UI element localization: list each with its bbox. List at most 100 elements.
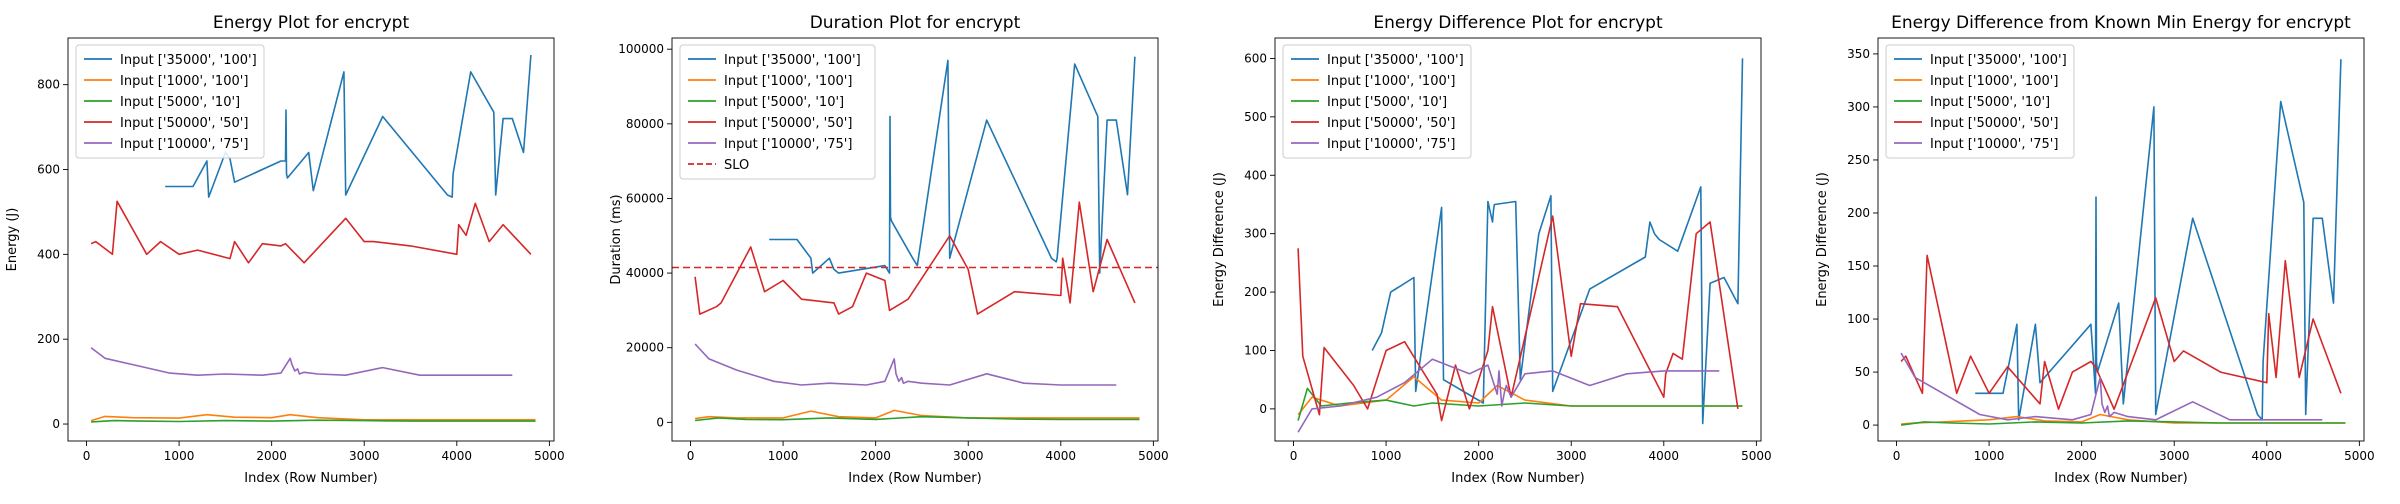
- y-tick-label: 500: [1244, 110, 1267, 124]
- x-tick-label: 2000: [2066, 449, 2097, 463]
- legend: Input ['35000', '100'] Input ['1000', '10…: [75, 44, 265, 159]
- y-tick-label: 60000: [626, 191, 664, 205]
- series-line-4: [90, 200, 532, 264]
- y-tick-label: 100: [1244, 343, 1267, 357]
- y-tick-label: 40000: [626, 266, 664, 280]
- y-axis-label: Energy Difference (J): [1815, 172, 1830, 307]
- y-axis-label: Duration (ms): [609, 194, 624, 284]
- y-tick-label: 800: [37, 78, 60, 92]
- y-tick-label: 50: [1855, 365, 1870, 379]
- series-line-4: [1900, 254, 2342, 411]
- x-axis-label: Index (Row Number): [244, 471, 377, 486]
- x-axis-label: Index (Row Number): [2054, 471, 2187, 486]
- legend-entry: Input ['5000', '10']: [724, 95, 844, 110]
- legend-entry: Input ['50000', '50']: [1327, 116, 1455, 131]
- x-tick-label: 4000: [442, 449, 473, 463]
- legend-entry: Input ['1000', '100']: [120, 74, 248, 89]
- series-line-5: [694, 343, 1117, 386]
- series-line-4: [1297, 215, 1739, 422]
- x-tick-label: 3000: [1556, 449, 1587, 463]
- axes-frame: [1274, 37, 1762, 442]
- legend-box: [1885, 44, 2075, 159]
- x-tick-label: 5000: [1138, 449, 1169, 463]
- series-line-3: [91, 419, 536, 423]
- legend-entry: Input ['50000', '50']: [120, 116, 248, 131]
- y-tick-label: 200: [1847, 206, 1870, 220]
- x-tick-label: 3000: [2159, 449, 2190, 463]
- series-group: [90, 54, 536, 423]
- legend-entry: Input ['35000', '100']: [1327, 53, 1464, 68]
- legend-entry: Input ['10000', '75']: [1930, 137, 2058, 152]
- series-line-4: [694, 201, 1136, 315]
- series-group: [1297, 58, 1744, 433]
- y-tick-label: 400: [37, 247, 60, 261]
- x-tick-label: 5000: [1741, 449, 1772, 463]
- series-line-5: [90, 347, 513, 377]
- x-tick-label: 4000: [2252, 449, 2283, 463]
- legend-entry: Input ['1000', '100']: [1930, 74, 2058, 89]
- axes-frame: [671, 37, 1159, 442]
- series-line-2: [694, 409, 1140, 420]
- x-tick-label: 4000: [1046, 449, 1077, 463]
- axes-frame: [67, 37, 555, 442]
- legend-box: [75, 44, 265, 159]
- y-tick-label: 300: [1847, 100, 1870, 114]
- series-line-5: [1900, 352, 2323, 421]
- series-line-3: [1297, 387, 1743, 421]
- series-line-1: [769, 56, 1136, 274]
- x-tick-label: 2000: [1463, 449, 1494, 463]
- x-tick-label: 0: [83, 449, 91, 463]
- x-tick-label: 5000: [534, 449, 565, 463]
- y-tick-label: 0: [52, 417, 60, 431]
- y-tick-label: 0: [1259, 402, 1267, 416]
- chart-title: Energy Difference Plot for encrypt: [1373, 13, 1663, 33]
- series-line-1: [1371, 58, 1744, 425]
- chart-title: Energy Difference from Known Min Energy …: [1891, 13, 2351, 33]
- y-tick-label: 20000: [626, 341, 664, 355]
- chart-panel-2: 0 1000 2000 3000 4000 5000 0 20000 40000 60000 800…: [609, 13, 1169, 486]
- y-tick-label: 0: [1862, 418, 1870, 432]
- chart-title: Energy Plot for encrypt: [213, 13, 410, 33]
- x-tick-label: 3000: [349, 449, 380, 463]
- legend-entry: Input ['1000', '100']: [1327, 74, 1455, 89]
- series-line-3: [695, 415, 1140, 422]
- series-line-5: [1297, 358, 1720, 433]
- legend-entry: Input ['50000', '50']: [1930, 116, 2058, 131]
- legend-box: [679, 44, 876, 180]
- x-tick-label: 0: [687, 449, 695, 463]
- legend: Input ['35000', '100'] Input ['1000', '10…: [1282, 44, 1472, 159]
- x-axis-label: Index (Row Number): [848, 471, 981, 486]
- series-group: [1900, 59, 2346, 426]
- series-line-2: [90, 413, 536, 422]
- x-axis-label: Index (Row Number): [1451, 471, 1584, 486]
- y-tick-label: 200: [1244, 285, 1267, 299]
- chart-panel-1: 0 1000 2000 3000 4000 5000 0 200 400 600 800 Energy…: [5, 13, 565, 486]
- y-tick-label: 600: [37, 163, 60, 177]
- y-tick-label: 350: [1847, 47, 1870, 61]
- series-group: [672, 56, 1158, 422]
- x-tick-label: 2000: [256, 449, 287, 463]
- series-line-1: [1975, 59, 2342, 421]
- series-line-3: [1900, 420, 2346, 426]
- y-tick-label: 300: [1244, 227, 1267, 241]
- y-tick-label: 150: [1847, 259, 1870, 273]
- legend-entry: Input ['10000', '75']: [1327, 137, 1455, 152]
- legend-entry: Input ['35000', '100']: [120, 53, 257, 68]
- y-tick-label: 80000: [626, 117, 664, 131]
- legend-box: [1282, 44, 1472, 159]
- legend-entry: Input ['5000', '10']: [1930, 95, 2050, 110]
- x-tick-label: 1000: [1974, 449, 2005, 463]
- x-tick-label: 1000: [164, 449, 195, 463]
- series-line-1: [165, 54, 532, 198]
- legend-entry: SLO: [724, 158, 749, 173]
- x-tick-label: 2000: [860, 449, 891, 463]
- y-tick-label: 200: [37, 332, 60, 346]
- y-tick-label: 100000: [618, 42, 664, 56]
- x-tick-label: 0: [1290, 449, 1298, 463]
- y-tick-label: 0: [656, 415, 664, 429]
- legend-entry: Input ['10000', '75']: [724, 137, 852, 152]
- axes-frame: [1877, 37, 2365, 442]
- legend-entry: Input ['10000', '75']: [120, 137, 248, 152]
